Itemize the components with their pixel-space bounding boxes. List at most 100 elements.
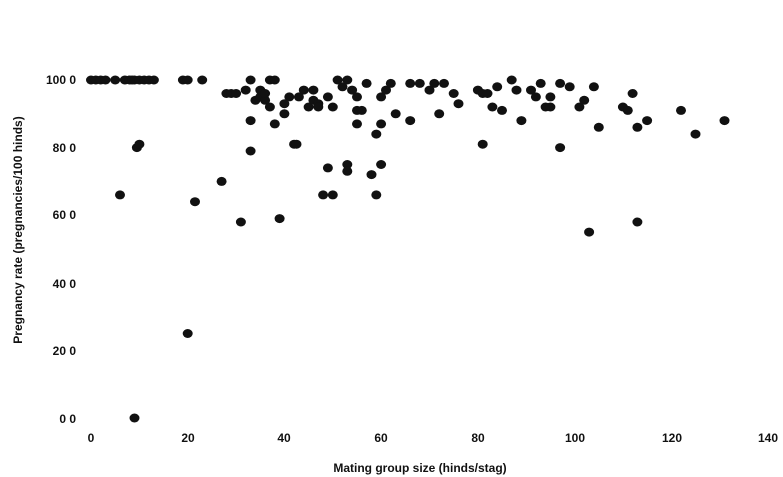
x-tick-label: 40 xyxy=(277,431,291,445)
y-axis-title: Pregnancy rate (pregnancies/100 hinds) xyxy=(11,116,25,343)
data-point xyxy=(642,116,653,126)
data-point xyxy=(110,75,121,85)
data-point xyxy=(327,190,338,200)
x-tick-label: 0 xyxy=(88,431,95,445)
data-point xyxy=(231,89,242,98)
data-points xyxy=(86,75,730,423)
data-point xyxy=(381,85,391,95)
data-point xyxy=(245,75,256,85)
data-point xyxy=(584,227,595,237)
data-point xyxy=(190,197,200,207)
data-point xyxy=(545,92,556,102)
data-point xyxy=(545,102,556,112)
data-point xyxy=(240,85,251,95)
data-point xyxy=(429,78,440,88)
data-point xyxy=(260,95,271,105)
data-point xyxy=(511,85,522,95)
data-point xyxy=(371,129,382,139)
data-point xyxy=(376,92,387,102)
data-point xyxy=(414,78,425,88)
data-point xyxy=(342,160,353,169)
y-tick-label: 80 0 xyxy=(53,141,77,155)
data-point xyxy=(579,95,590,105)
data-point xyxy=(676,105,686,115)
data-point xyxy=(134,139,145,149)
data-point xyxy=(245,116,256,126)
data-point xyxy=(385,78,396,88)
data-point xyxy=(448,89,459,98)
data-point xyxy=(279,99,290,109)
data-point xyxy=(313,102,324,112)
data-point xyxy=(327,102,338,112)
data-point xyxy=(269,75,280,85)
x-tick-label: 140 xyxy=(758,431,778,445)
data-point xyxy=(574,102,585,112)
data-point xyxy=(526,85,536,95)
data-point xyxy=(293,92,304,102)
x-tick-label: 60 xyxy=(374,431,388,445)
x-tick-label: 20 xyxy=(181,431,195,445)
data-point xyxy=(405,116,416,126)
data-point xyxy=(148,75,159,85)
data-point xyxy=(593,122,604,132)
data-point xyxy=(245,146,256,156)
data-point xyxy=(477,139,488,149)
data-point xyxy=(622,105,633,115)
data-point xyxy=(492,82,503,92)
data-point xyxy=(482,89,493,98)
data-point xyxy=(424,85,435,95)
data-point xyxy=(530,92,541,102)
data-point xyxy=(216,176,227,186)
data-point xyxy=(264,102,275,112)
data-point xyxy=(352,92,362,102)
data-point xyxy=(197,75,208,85)
data-point xyxy=(356,105,367,115)
data-point xyxy=(535,78,546,88)
data-point xyxy=(284,92,295,102)
data-point xyxy=(115,190,125,200)
data-point xyxy=(352,119,362,129)
data-point xyxy=(453,99,464,109)
data-point xyxy=(376,160,387,169)
data-point xyxy=(719,116,730,126)
data-point xyxy=(390,109,401,119)
data-point xyxy=(361,78,372,88)
x-tick-label: 80 xyxy=(471,431,485,445)
data-point xyxy=(342,166,353,176)
data-point xyxy=(487,102,498,112)
x-axis-ticks: 0 20 40 60 80 100 120 140 xyxy=(88,431,779,445)
data-point xyxy=(182,75,193,85)
data-point xyxy=(303,102,314,112)
data-point xyxy=(291,139,302,149)
data-point xyxy=(555,143,566,153)
data-point xyxy=(497,105,507,115)
data-point xyxy=(318,190,329,200)
data-point xyxy=(439,78,449,88)
data-point xyxy=(506,75,517,85)
data-point xyxy=(298,85,309,95)
x-axis-title: Mating group size (hinds/stag) xyxy=(333,461,506,475)
data-point xyxy=(129,413,140,423)
data-point xyxy=(342,75,353,85)
data-point xyxy=(405,78,416,88)
data-point xyxy=(434,109,445,119)
y-tick-label: 0 0 xyxy=(59,412,76,426)
data-point xyxy=(260,89,271,98)
y-tick-label: 100 0 xyxy=(46,73,76,87)
data-point xyxy=(322,163,333,173)
data-point xyxy=(376,119,387,129)
data-point xyxy=(322,92,333,102)
data-point xyxy=(100,75,111,85)
data-point xyxy=(337,82,348,92)
data-point xyxy=(564,82,575,92)
data-point xyxy=(274,214,285,224)
data-point xyxy=(555,78,566,88)
data-point xyxy=(332,75,343,85)
data-point xyxy=(371,190,382,200)
data-point xyxy=(347,85,358,95)
data-point xyxy=(182,329,193,338)
data-point xyxy=(632,122,643,132)
y-tick-label: 20 0 xyxy=(53,344,77,358)
